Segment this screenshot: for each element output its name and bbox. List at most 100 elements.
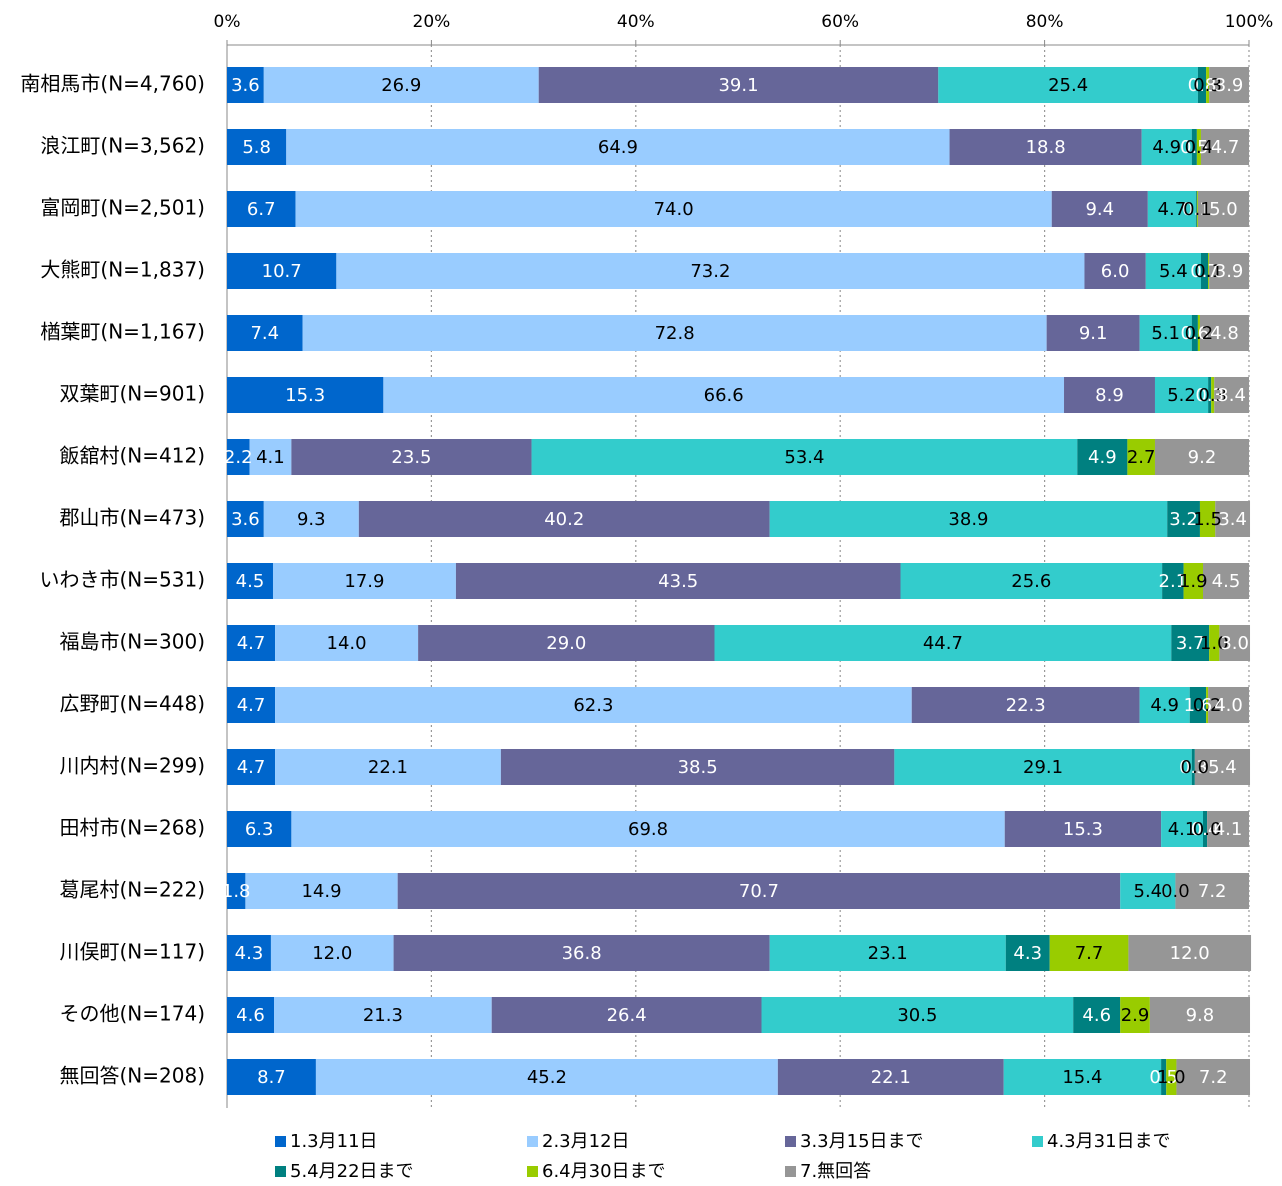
value-label: 3.7 <box>1176 633 1205 654</box>
value-label: 3.4 <box>1217 385 1246 406</box>
category-label: 無回答(N=208) <box>60 1064 206 1088</box>
bar-segment <box>1073 997 1121 1033</box>
value-label: 4.7 <box>1158 199 1187 220</box>
value-label: 12.0 <box>312 943 352 964</box>
value-label: 6.0 <box>1101 261 1130 282</box>
bar-segment <box>1194 749 1251 785</box>
category-label: 大熊町(N=1,837) <box>40 258 205 282</box>
value-label: 4.1 <box>1214 819 1243 840</box>
bar-segment <box>397 873 1121 909</box>
legend-label: 4.3月31日まで <box>1047 1131 1171 1152</box>
value-label: 0.3 <box>1195 385 1224 406</box>
bar-segment <box>1161 811 1204 847</box>
bar-segment <box>1141 129 1192 165</box>
value-label: 21.3 <box>363 1005 403 1026</box>
value-label: 38.9 <box>948 509 988 530</box>
value-label: 5.8 <box>242 137 271 158</box>
value-label: 22.1 <box>871 1067 911 1088</box>
bar-segment <box>1196 191 1198 227</box>
value-label: 7.7 <box>1075 943 1104 964</box>
value-label: 1.6 <box>1184 695 1213 716</box>
bar-segment <box>227 687 276 723</box>
bar-segment <box>1203 811 1208 847</box>
bar-segment <box>1206 67 1210 103</box>
value-label: 4.7 <box>237 633 266 654</box>
value-label: 1.8 <box>222 881 251 902</box>
x-tick-label: 80% <box>1026 12 1064 32</box>
x-tick-label: 100% <box>1225 12 1274 32</box>
value-label: 14.0 <box>327 633 367 654</box>
value-label: 22.1 <box>368 757 408 778</box>
value-label: 4.3 <box>1013 943 1042 964</box>
bar-segment <box>227 811 292 847</box>
legend-label: 7.無回答 <box>800 1161 871 1182</box>
bar-segment <box>275 687 912 723</box>
x-tick-label: 40% <box>617 12 655 32</box>
value-label: 4.6 <box>236 1005 265 1026</box>
bar-segment <box>769 501 1168 537</box>
bar-segment <box>1154 377 1209 413</box>
value-label: 0.6 <box>1181 323 1210 344</box>
bar-segment <box>227 191 296 227</box>
value-label: 0.0 <box>1161 881 1190 902</box>
value-label: 26.4 <box>607 1005 647 1026</box>
value-label: 0.3 <box>1179 757 1208 778</box>
value-label: 4.6 <box>1082 1005 1111 1026</box>
category-label: 川内村(N=299) <box>60 754 206 778</box>
value-label: 29.0 <box>546 633 586 654</box>
bar-segment <box>1005 935 1050 971</box>
bar-segment <box>1120 997 1150 1033</box>
bar-segment <box>900 563 1163 599</box>
value-label: 0.8 <box>1188 75 1217 96</box>
value-label: 4.9 <box>1150 695 1179 716</box>
value-label: 2.2 <box>224 447 253 468</box>
bar-segment <box>336 253 1085 289</box>
bar-segment <box>1196 129 1201 165</box>
bar-segment <box>1171 625 1210 661</box>
value-label: 17.9 <box>344 571 384 592</box>
bar-segment <box>1046 315 1140 351</box>
bar-segment <box>286 129 950 165</box>
bar-segment <box>275 749 501 785</box>
bar-segment <box>769 935 1006 971</box>
bar-segment <box>1191 749 1195 785</box>
value-label: 0.2 <box>1193 695 1222 716</box>
value-label: 2.1 <box>1159 571 1188 592</box>
bar-segment <box>383 377 1065 413</box>
bar-segment <box>761 997 1074 1033</box>
bar-segment <box>1206 687 1209 723</box>
category-label: いわき市(N=531) <box>40 568 206 592</box>
bar-segment <box>1214 377 1249 413</box>
bar-segment <box>275 625 419 661</box>
value-label: 72.8 <box>655 323 695 344</box>
value-label: 7.4 <box>250 323 279 344</box>
bar-segment <box>1064 377 1155 413</box>
value-label: 15.4 <box>1062 1067 1102 1088</box>
bar-segment <box>1215 501 1251 537</box>
value-label: 3.9 <box>1215 261 1244 282</box>
bar-segment <box>1203 563 1249 599</box>
bar-segment <box>777 1059 1004 1095</box>
value-label: 0.3 <box>1193 75 1222 96</box>
bar-segment <box>1219 625 1251 661</box>
bar-segment <box>227 439 250 475</box>
bar-segment <box>272 563 456 599</box>
bar-segment <box>911 687 1140 723</box>
value-label: 4.9 <box>1152 137 1181 158</box>
legend-swatch <box>785 1136 796 1147</box>
bar-segment <box>531 439 1078 475</box>
value-label: 62.3 <box>573 695 613 716</box>
value-label: 1.0 <box>1200 633 1229 654</box>
bar-segment <box>274 997 492 1033</box>
bar-segment <box>1049 935 1129 971</box>
bar-segment <box>270 935 394 971</box>
value-label: 23.5 <box>391 447 431 468</box>
value-label: 3.4 <box>1218 509 1247 530</box>
legend-label: 6.4月30日まで <box>542 1161 666 1182</box>
value-label: 9.3 <box>297 509 326 530</box>
bar-segment <box>1175 873 1249 909</box>
value-label: 4.7 <box>237 757 266 778</box>
value-label: 0.4 <box>1191 819 1220 840</box>
value-label: 0.3 <box>1198 385 1227 406</box>
